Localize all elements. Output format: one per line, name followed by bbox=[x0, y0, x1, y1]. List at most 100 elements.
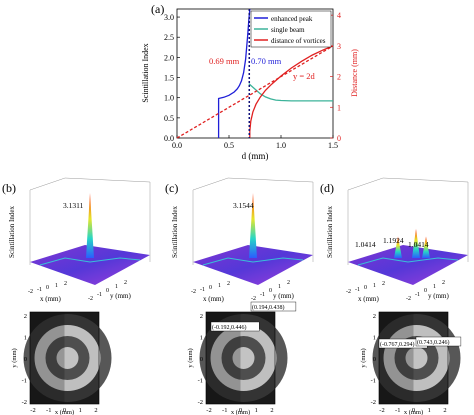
series-line-enhanced-peak bbox=[217, 8, 251, 138]
x-tick-label: 1 bbox=[428, 407, 431, 414]
y-tick-label: -1 bbox=[97, 292, 102, 298]
x-tick-label: -1 bbox=[37, 287, 42, 293]
x-tick-label: 2 bbox=[270, 407, 273, 414]
y-axis-label: y (mm) bbox=[360, 348, 367, 367]
surface-spike bbox=[412, 228, 420, 258]
x-tick-label: -1 bbox=[395, 407, 400, 414]
z-axis-label: Scintillation Index bbox=[8, 206, 16, 258]
x-tick-label: 1 bbox=[55, 283, 58, 289]
y-tick-label: -1 bbox=[198, 378, 203, 385]
y-tick-label: 1 bbox=[115, 284, 118, 290]
x-tick-label: 2 bbox=[94, 407, 97, 414]
surface-mesh bbox=[193, 245, 313, 285]
y-tick-label: -1 bbox=[415, 292, 420, 298]
phase-ring bbox=[56, 347, 79, 369]
box-back-edges bbox=[347, 177, 469, 262]
x-axis-label: x (mm) bbox=[203, 295, 224, 303]
phase-shade bbox=[379, 312, 414, 404]
y-tick-label: -1 bbox=[371, 378, 376, 385]
surface-ridge bbox=[39, 257, 141, 266]
y-axis-label: y (mm) bbox=[11, 348, 18, 367]
panel-a-annotation-line-eq: y = 2d bbox=[293, 71, 316, 81]
panel-a-label: (a) bbox=[151, 2, 164, 16]
y-tick-label: 0 bbox=[24, 356, 27, 363]
x-tick-label: -1 bbox=[46, 407, 51, 414]
surface-spike bbox=[249, 193, 257, 258]
coordinate-box bbox=[210, 321, 260, 332]
peak-value-label: 1.1924 bbox=[383, 236, 404, 245]
phase-frame bbox=[29, 311, 100, 405]
series-line-y-2d bbox=[176, 45, 334, 139]
coordinate-label: (-0.767,0.294) bbox=[380, 341, 415, 348]
y-tick-label: 1 bbox=[433, 284, 436, 290]
y-tick-label: -1 bbox=[22, 378, 27, 385]
x-tick-label: 0 bbox=[412, 407, 415, 414]
series-line-single-beam bbox=[248, 83, 333, 102]
x-tick-label: 1.0 bbox=[276, 141, 286, 150]
z-axis-label: Scintillation Index bbox=[171, 206, 179, 258]
panel-a-series bbox=[176, 8, 334, 139]
x-axis-label: x (mm) bbox=[55, 409, 74, 415]
peak-value-label: 1.0414 bbox=[355, 240, 376, 249]
phase-shade bbox=[30, 312, 65, 404]
y2-tick-label: 2 bbox=[337, 73, 341, 82]
y-tick-label: 0.5 bbox=[164, 114, 174, 123]
y-tick-label: 0 bbox=[373, 356, 376, 363]
y-tick-label: 1 bbox=[200, 335, 203, 342]
surface-spike bbox=[86, 193, 94, 258]
y-tick-label: 1 bbox=[278, 284, 281, 290]
y2-tick-label: 0 bbox=[337, 134, 341, 143]
x-axis-label: x (mm) bbox=[40, 295, 61, 303]
y-tick-label: 2.0 bbox=[164, 53, 174, 62]
x-axis-label: x (mm) bbox=[358, 295, 379, 303]
x-tick-label: 1 bbox=[79, 407, 82, 414]
peak-value-label: 3.1311 bbox=[63, 201, 84, 210]
y2-tick-label: 1 bbox=[337, 103, 341, 112]
x-tick-label: -2 bbox=[379, 407, 384, 414]
phase-panel-d: -2-2 -1 -1 0 0 1 1 2 2 x (mm) y (mm) (-0.767,0.294)… bbox=[360, 311, 462, 415]
phase-ring bbox=[232, 347, 255, 369]
phase-frame bbox=[378, 311, 449, 405]
x-tick-label: -1 bbox=[222, 407, 227, 414]
y-tick-label: 2 bbox=[287, 280, 290, 286]
x-tick-label: 1 bbox=[218, 283, 221, 289]
y-tick-label: 1 bbox=[24, 335, 27, 342]
y-tick-label: 0 bbox=[424, 288, 427, 294]
x-tick-label: 0 bbox=[63, 407, 66, 414]
y-tick-label: 1.0 bbox=[164, 94, 174, 103]
peak-value-label: 3.1544 bbox=[233, 201, 254, 210]
x-tick-label: -2 bbox=[346, 289, 351, 295]
legend-label-single: single beam bbox=[271, 26, 305, 34]
x-axis-label: x (mm) bbox=[404, 409, 423, 415]
x-tick-label: -2 bbox=[30, 407, 35, 414]
x-tick-label: -2 bbox=[28, 289, 33, 295]
x-tick-label: 2 bbox=[64, 281, 67, 287]
y-tick-label: 1 bbox=[373, 335, 376, 342]
y-tick-label: -2 bbox=[251, 296, 256, 302]
y-tick-label: 0 bbox=[269, 288, 272, 294]
y-axis-label: y (mm) bbox=[273, 292, 294, 300]
y-tick-label: -2 bbox=[198, 399, 203, 406]
y-tick-label: 0 bbox=[106, 288, 109, 294]
box-back-edges bbox=[29, 177, 151, 262]
panel-a: (a) 0.0 0.5 1.0 1.5 0.0 0.5 1.0 1.5 2.0 2.5 3.0 0… bbox=[141, 2, 359, 161]
y-tick-label: 2 bbox=[442, 280, 445, 286]
surface-spike bbox=[394, 236, 402, 258]
coordinate-label: (-0.192,0.446) bbox=[212, 324, 247, 331]
x-tick-label: 0 bbox=[239, 407, 242, 414]
y-tick-label: 1.5 bbox=[164, 74, 174, 83]
panel-a-y-ticks: 0.0 0.5 1.0 1.5 2.0 2.5 3.0 bbox=[164, 13, 180, 143]
y2-tick-label: 4 bbox=[337, 11, 341, 20]
y-tick-label: -1 bbox=[260, 292, 265, 298]
y-tick-label: 0.0 bbox=[164, 134, 174, 143]
y-tick-label: -2 bbox=[22, 399, 27, 406]
x-tick-label: 1 bbox=[373, 283, 376, 289]
y-axis-label: y (mm) bbox=[110, 292, 131, 300]
y-axis-label: y (mm) bbox=[428, 292, 449, 300]
panel-label: (c) bbox=[165, 181, 178, 195]
y-tick-label: 2 bbox=[373, 313, 376, 320]
